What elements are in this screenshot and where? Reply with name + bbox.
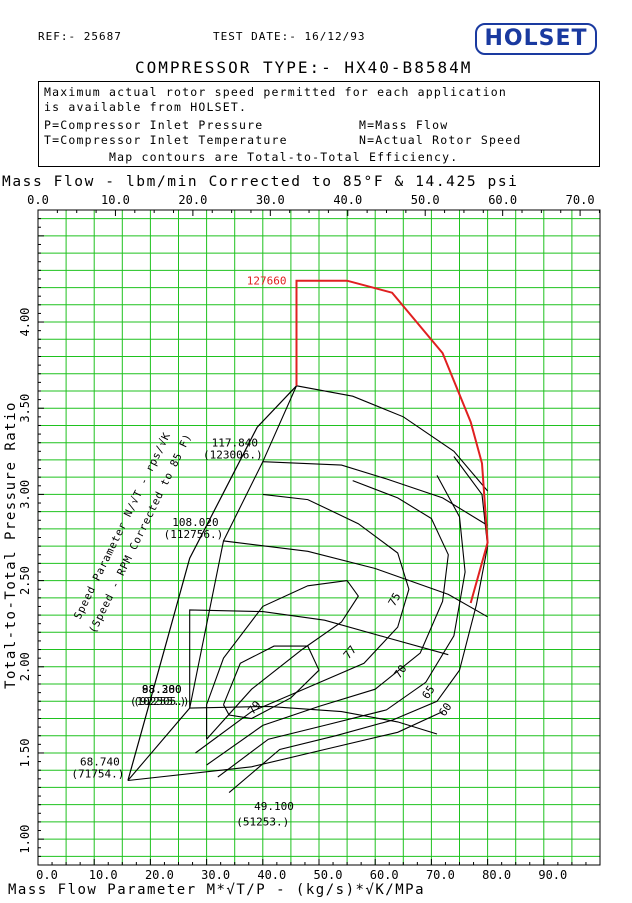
- top-tick-label: 10.0: [101, 193, 130, 207]
- x-tick-label: 30.0: [201, 868, 230, 882]
- speed-line-rpm-label: (112756.): [164, 528, 224, 541]
- notes-box: Maximum actual rotor speed permitted for…: [38, 81, 600, 167]
- top-tick-label: 50.0: [411, 193, 440, 207]
- y-tick-label: 4.00: [18, 308, 32, 337]
- efficiency-label-70: 70: [391, 663, 409, 681]
- efficiency-contour-60: [228, 456, 489, 794]
- y-tick-label: 2.00: [18, 652, 32, 681]
- x-tick-label: 90.0: [538, 868, 567, 882]
- top-axis-label: Mass Flow - lbm/min Corrected to 85°F & …: [2, 174, 519, 190]
- speed-line-label: 68.740: [80, 756, 120, 769]
- speed-line: [223, 461, 488, 542]
- y-tick-label: 1.00: [18, 825, 32, 854]
- speed-line-label: 117.840: [212, 437, 258, 450]
- x-tick-label: 80.0: [482, 868, 511, 882]
- note-n-definition: N=Actual Rotor Speed: [359, 133, 522, 147]
- x-tick-label: 60.0: [370, 868, 399, 882]
- y-tick-label: 3.00: [18, 480, 32, 509]
- note-m-definition: M=Mass Flow: [359, 118, 449, 132]
- note-max-speed: Maximum actual rotor speed permitted for…: [44, 85, 508, 99]
- map-labels: 49.100 (51253.) 68.740(71754.) 88.380(92255…: [71, 275, 454, 829]
- note-t-definition: T=Compressor Inlet Temperature: [44, 133, 288, 147]
- speed-line-rpm-label: (51253.): [236, 815, 289, 828]
- x-tick-label: 20.0: [145, 868, 174, 882]
- y-axis-label: Total-to-Total Pressure Ratio: [3, 401, 19, 689]
- y-tick-label: 2.50: [18, 566, 32, 595]
- x-tick-label: 0.0: [36, 868, 58, 882]
- top-tick-label: 70.0: [566, 193, 595, 207]
- surge-line: [127, 385, 297, 781]
- efficiency-contour-79: [222, 645, 320, 720]
- x-axis-label: Mass Flow Parameter M*√T/P - (kg/s)*√K/M…: [8, 882, 426, 898]
- top-tick-label: 0.0: [27, 193, 49, 207]
- efficiency-label-77: 77: [341, 643, 359, 662]
- x-tick-label: 40.0: [257, 868, 286, 882]
- holset-logo: HOLSET: [475, 23, 597, 55]
- speed-line: [127, 711, 443, 782]
- x-tick-label: 70.0: [426, 868, 455, 882]
- speed-line-label: 108.020: [172, 516, 218, 529]
- top-tick-label: 30.0: [256, 193, 285, 207]
- max-speed-label: 127660: [247, 275, 287, 288]
- efficiency-contour-65: [217, 475, 466, 778]
- map-lines: [127, 279, 489, 794]
- speed-line-rpm-label: (71754.): [71, 768, 124, 781]
- x-tick-label: 50.0: [314, 868, 343, 882]
- speed-line-label: 49.100: [254, 800, 294, 813]
- reference-number: REF:- 25687: [38, 30, 122, 43]
- note-contours: Map contours are Total-to-Total Efficien…: [109, 150, 459, 164]
- x-tick-label: 10.0: [89, 868, 118, 882]
- test-date: TEST DATE:- 16/12/93: [213, 30, 366, 43]
- speed-line-rpm-label: (92255.): [133, 695, 186, 708]
- top-tick-label: 40.0: [333, 193, 362, 207]
- top-tick-label: 20.0: [178, 193, 207, 207]
- axis-ticks: 0.0 10.0 20.0 30.0 40.0 50.0 60.0 70.0 80.0 90.0 0…: [18, 193, 600, 882]
- speed-line: [262, 385, 489, 492]
- note-available: is available from HOLSET.: [44, 100, 248, 114]
- efficiency-contour-75: [195, 493, 410, 754]
- speed-line: [189, 540, 488, 709]
- speed-line-label: 88.380: [142, 683, 182, 696]
- speed-line-rpm-label: (102505.): [130, 695, 190, 708]
- efficiency-contour-77: [206, 580, 359, 740]
- y-tick-label: 3.50: [18, 394, 32, 423]
- max-speed-line: [295, 279, 489, 604]
- speed-line-label: 98.200: [142, 683, 182, 696]
- note-p-definition: P=Compressor Inlet Pressure: [44, 118, 264, 132]
- grid: [38, 210, 600, 865]
- efficiency-contour-70: [206, 480, 449, 766]
- efficiency-label-75: 75: [386, 591, 404, 609]
- top-tick-label: 60.0: [488, 193, 517, 207]
- speed-line: [127, 705, 438, 781]
- speed-line-rpm-label: (123006.): [203, 449, 263, 462]
- efficiency-label-60: 60: [436, 700, 454, 718]
- compressor-type-title: COMPRESSOR TYPE:- HX40-B8584M: [135, 58, 473, 77]
- y-tick-label: 1.50: [18, 739, 32, 768]
- efficiency-label-65: 65: [419, 683, 437, 701]
- speed-line: [189, 609, 449, 709]
